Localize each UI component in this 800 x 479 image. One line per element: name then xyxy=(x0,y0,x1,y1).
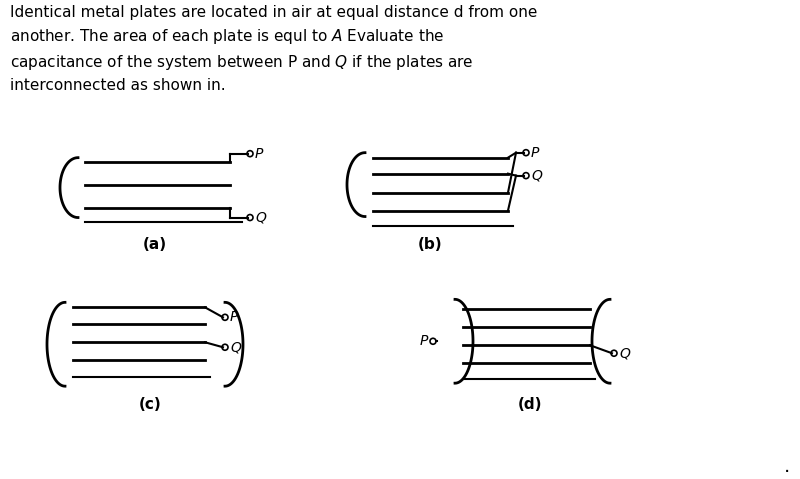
Text: .: . xyxy=(784,457,790,477)
Text: (b): (b) xyxy=(418,237,442,252)
Text: Identical metal plates are located in air at equal distance d from one
another. : Identical metal plates are located in ai… xyxy=(10,5,538,93)
Text: (d): (d) xyxy=(518,397,542,411)
Text: (a): (a) xyxy=(143,237,167,252)
Text: Q: Q xyxy=(230,340,241,354)
Text: P: P xyxy=(230,310,238,324)
Text: Q: Q xyxy=(255,211,266,225)
Text: Q: Q xyxy=(619,346,630,360)
Text: P: P xyxy=(255,147,263,160)
Text: P: P xyxy=(531,146,539,160)
Text: P: P xyxy=(420,334,428,348)
Text: (c): (c) xyxy=(138,397,162,411)
Text: Q: Q xyxy=(531,169,542,182)
